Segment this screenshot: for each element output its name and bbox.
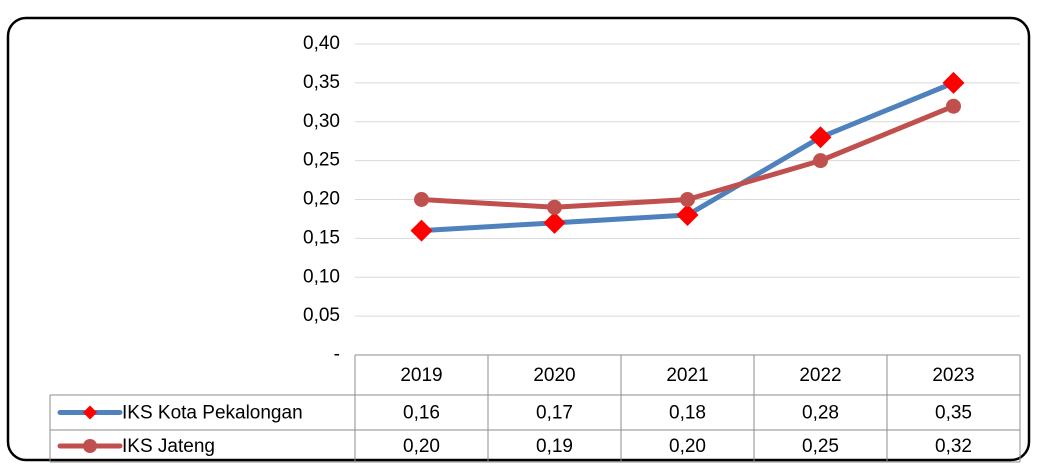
table-value: 0,32: [935, 436, 972, 457]
legend-label: IKS Jateng: [122, 436, 215, 457]
x-tick-label: 2023: [932, 365, 974, 386]
data-point: [414, 192, 429, 207]
legend-key-marker: [83, 439, 97, 453]
data-point: [813, 153, 828, 169]
table-value: 0,20: [403, 436, 440, 457]
data-point: [809, 126, 832, 149]
data-point: [676, 204, 699, 227]
data-point: [410, 219, 433, 242]
y-tick-label: 0,10: [303, 266, 340, 287]
y-tick-label: 0,20: [303, 189, 340, 210]
y-tick-label: 0,40: [303, 33, 340, 54]
y-tick-label: 0,30: [303, 111, 340, 132]
data-point: [547, 199, 562, 215]
data-point: [680, 192, 695, 207]
y-tick-label: 0,05: [303, 305, 340, 326]
x-tick-label: 2022: [799, 365, 841, 386]
x-tick-label: 2019: [400, 365, 442, 386]
table-value: 0,17: [536, 403, 573, 424]
table-value: 0,25: [802, 436, 839, 457]
data-point: [543, 211, 566, 234]
table-value: 0,35: [935, 403, 972, 424]
table-value: 0,20: [669, 436, 706, 457]
table-value: 0,18: [669, 403, 706, 424]
table-value: 0,16: [403, 403, 440, 424]
x-tick-label: 2021: [666, 365, 708, 386]
y-tick-label: -: [334, 344, 340, 365]
y-tick-label: 0,35: [303, 72, 340, 93]
x-tick-label: 2020: [533, 365, 575, 386]
chart-frame: [6, 16, 1031, 462]
data-point: [942, 71, 965, 94]
legend-label: IKS Kota Pekalongan: [122, 403, 303, 424]
table-value: 0,28: [802, 403, 839, 424]
y-tick-label: 0,15: [303, 227, 340, 248]
table-value: 0,19: [536, 436, 573, 457]
legend-key-marker: [83, 405, 97, 420]
data-point: [946, 98, 961, 114]
y-tick-label: 0,25: [303, 150, 340, 171]
